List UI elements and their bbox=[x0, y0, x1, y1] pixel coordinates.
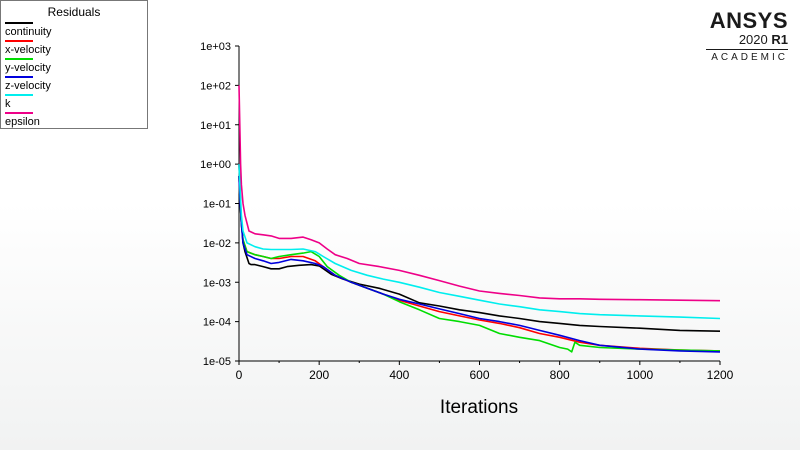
y-tick-label: 1e+00 bbox=[200, 159, 231, 171]
legend-label: z-velocity bbox=[5, 80, 51, 92]
legend-label: y-velocity bbox=[5, 62, 51, 74]
y-tick-label: 1e-04 bbox=[203, 317, 231, 329]
y-tick-label: 1e+03 bbox=[200, 41, 231, 53]
legend-swatch bbox=[5, 58, 33, 60]
logo-version: 2020 R1 bbox=[688, 32, 788, 47]
x-tick-label: 400 bbox=[389, 368, 409, 382]
legend-label: epsilon bbox=[5, 116, 40, 128]
y-tick-label: 1e+01 bbox=[200, 120, 231, 132]
series-lines bbox=[238, 85, 721, 353]
logo-release: R1 bbox=[771, 32, 788, 47]
series-line-epsilon bbox=[238, 85, 721, 302]
legend-item-k: k bbox=[5, 94, 145, 111]
legend-label: x-velocity bbox=[5, 44, 51, 56]
legend-title: Residuals bbox=[47, 5, 101, 19]
legend-swatch bbox=[5, 22, 33, 24]
legend-item-y-velocity: y-velocity bbox=[5, 58, 145, 75]
logo-brand: ANSYS bbox=[709, 8, 788, 33]
y-tick-label: 1e-02 bbox=[203, 238, 231, 250]
logo-divider bbox=[706, 49, 788, 50]
legend: Residuals continuity x-velocity y-velocity… bbox=[0, 0, 148, 129]
logo-version-year: 2020 bbox=[738, 32, 768, 47]
x-tick-label: 1000 bbox=[626, 368, 653, 382]
legend-swatch bbox=[5, 40, 33, 42]
x-tick-label: 1200 bbox=[707, 368, 734, 382]
legend-item-x-velocity: x-velocity bbox=[5, 40, 145, 57]
legend-swatch bbox=[5, 76, 33, 78]
ansys-logo: ANSYS 2020 R1 ACADEMIC bbox=[688, 10, 788, 64]
legend-item-epsilon: epsilon bbox=[5, 112, 145, 129]
legend-item-z-velocity: z-velocity bbox=[5, 76, 145, 93]
plot-axes: 0 200 400 600 800 1000 1200 1e-05 1e-04 1e-03 1e-0… bbox=[200, 41, 734, 382]
legend-swatch bbox=[5, 112, 33, 114]
series-line-z-velocity bbox=[238, 175, 721, 353]
y-tick-label: 1e-03 bbox=[203, 277, 231, 289]
series-line-continuity bbox=[238, 164, 721, 332]
x-tick-label: 200 bbox=[309, 368, 329, 382]
y-tick-label: 1e-01 bbox=[203, 199, 231, 211]
legend-item-continuity: continuity bbox=[5, 22, 145, 39]
x-tick-label: 800 bbox=[550, 368, 570, 382]
legend-label: k bbox=[5, 98, 11, 110]
legend-swatch bbox=[5, 94, 33, 96]
x-axis-label: Iterations bbox=[440, 397, 518, 418]
x-tick-label: 600 bbox=[469, 368, 489, 382]
y-tick-label: 1e+02 bbox=[200, 80, 231, 92]
series-line-k bbox=[238, 164, 721, 320]
x-tick-label: 0 bbox=[236, 368, 243, 382]
legend-label: continuity bbox=[5, 26, 52, 38]
logo-edition: ACADEMIC bbox=[711, 52, 788, 63]
y-tick-label: 1e-05 bbox=[203, 356, 231, 368]
